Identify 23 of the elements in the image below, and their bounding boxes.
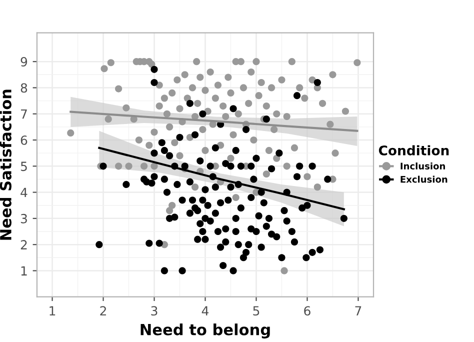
legend-label: Inclusion <box>400 162 445 170</box>
y-tick-label: 3 <box>20 214 27 224</box>
legend-title: Condition <box>378 145 449 156</box>
x-tick-label: 7 <box>355 306 362 316</box>
x-tick-label: 5 <box>253 306 260 316</box>
y-tick-label: 4 <box>20 188 28 198</box>
legend-label: Exclusion <box>400 176 448 183</box>
x-tick-label: 3 <box>151 306 158 316</box>
y-tick-label: 9 <box>20 57 28 67</box>
y-tick-label: 8 <box>20 83 28 93</box>
y-tick-label: 1 <box>21 266 27 276</box>
y-tick-label: 6 <box>20 135 28 145</box>
y-tick-label: 5 <box>20 162 27 172</box>
y-axis-title: Need Satisfaction <box>0 90 12 240</box>
y-tick-label: 7 <box>21 110 27 119</box>
line-series <box>98 146 345 210</box>
x-axis-title: Need to belong <box>140 324 270 338</box>
x-tick-label: 2 <box>100 306 106 316</box>
y-tick-label: 2 <box>20 240 27 250</box>
line-series <box>70 110 358 132</box>
x-tick-label: 1 <box>50 306 56 316</box>
x-tick-label: 4 <box>202 306 209 316</box>
x-tick-label: 6 <box>304 306 310 316</box>
